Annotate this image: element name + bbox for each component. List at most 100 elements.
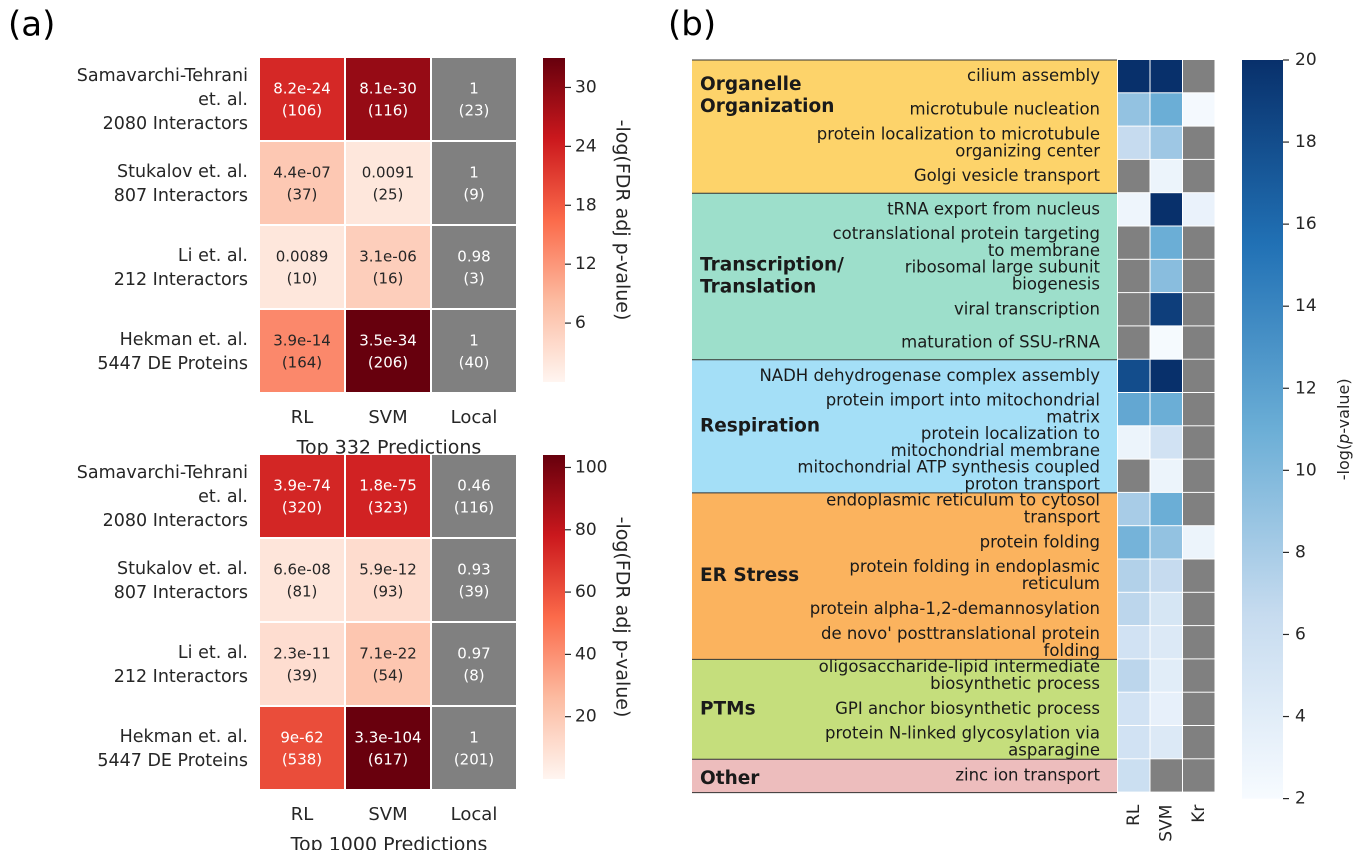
heatmap-cell-b-2-0-2: [1183, 359, 1215, 392]
row-label-0-3-0: Hekman et. al.: [120, 330, 248, 350]
term-label-3-0-0: endoplasmic reticulum to cytosol: [826, 491, 1100, 510]
heatmap-cell-b-0-3-0: [1118, 159, 1150, 193]
cell-pvalue-1-1-1: 5.9e-12: [359, 561, 417, 579]
group-name-3-0: ER Stress: [700, 565, 799, 586]
cell-count-1-1-2: (39): [459, 583, 490, 601]
heatmap-cell-1-1-2: [432, 539, 516, 621]
heatmap-cell-b-3-2-1: [1150, 559, 1182, 592]
heatmap-cell-b-1-1-2: [1183, 226, 1215, 259]
heatmap-cell-b-4-2-2: [1183, 726, 1215, 759]
term-label-1-1-1: to membrane: [988, 241, 1100, 260]
heatmap-cell-b-1-0-2: [1183, 193, 1215, 226]
heatmap-cell-0-1-0: [260, 142, 344, 224]
cell-pvalue-0-3-1: 3.5e-34: [359, 332, 417, 350]
heatmap-cell-b-0-1-0: [1118, 93, 1150, 126]
heatmap-cell-0-3-2: [432, 310, 516, 392]
term-label-3-1-0: protein folding: [980, 532, 1100, 551]
colorbar-tick-label-0-4: 30: [575, 77, 597, 97]
term-label-1-0-0: tRNA export from nucleus: [887, 199, 1100, 218]
term-label-5-0-0: zinc ion transport: [955, 765, 1100, 784]
group-name-2-0: Respiration: [700, 415, 820, 436]
group-name-1-0: Transcription/: [700, 254, 844, 275]
term-label-2-1-0: protein import into mitochondrial: [826, 391, 1100, 410]
heatmap-cell-b-4-0-2: [1183, 659, 1215, 692]
cell-count-0-0-1: (116): [368, 102, 408, 120]
heatmap-cell-b-3-4-1: [1150, 626, 1182, 659]
column-label-1-2: Local: [451, 804, 498, 825]
row-label-0-0-0: Samavarchi-Tehrani: [77, 66, 248, 86]
heatmap-cell-1-3-0: [260, 707, 344, 789]
column-label-b-1: SVM: [1157, 805, 1177, 842]
row-label-1-0-0: Samavarchi-Tehrani: [77, 463, 248, 483]
panel-label-b: (b): [668, 5, 716, 45]
heatmap-cell-b-1-4-2: [1183, 326, 1215, 359]
group-box-1: [692, 193, 1117, 360]
colorbar-tick-label-b-4: 10: [1295, 460, 1317, 480]
heatmap-cell-b-2-3-1: [1150, 459, 1182, 492]
cell-pvalue-1-0-0: 3.9e-74: [273, 477, 331, 495]
heatmap-cell-1-3-2: [432, 707, 516, 789]
heatmap-cell-b-3-0-1: [1150, 492, 1182, 526]
heatmap-cell-0-3-0: [260, 310, 344, 392]
colorbar-tick-label-0-1: 12: [575, 254, 597, 274]
row-label-1-1-1: 807 Interactors: [114, 583, 248, 603]
heatmap-cell-0-0-2: [432, 58, 516, 140]
heatmap-cell-0-0-1: [346, 58, 430, 140]
heatmap-cell-b-0-0-0: [1118, 60, 1150, 93]
heatmap-cell-b-2-2-0: [1118, 426, 1150, 459]
heatmap-cell-b-1-2-2: [1183, 259, 1215, 293]
heatmap-title-1: Top 1000 Predictions: [290, 834, 488, 850]
term-label-4-2-0: protein N-linked glycosylation via: [825, 724, 1100, 743]
heatmap-cell-b-2-1-2: [1183, 393, 1215, 426]
heatmap-cell-b-2-3-0: [1118, 459, 1150, 492]
group-name-1-1: Translation: [700, 276, 816, 297]
term-label-4-1-0: GPI anchor biosynthetic process: [835, 699, 1100, 718]
heatmap-cell-b-3-3-0: [1118, 592, 1150, 626]
cell-count-1-1-1: (93): [373, 583, 404, 601]
heatmap-cell-b-0-0-1: [1150, 60, 1182, 93]
heatmap-cell-b-0-3-1: [1150, 159, 1182, 193]
cell-pvalue-1-0-1: 1.8e-75: [359, 477, 417, 495]
cell-count-1-3-2: (201): [454, 751, 494, 769]
row-label-0-0-1: et. al.: [198, 90, 248, 110]
colorbar-tick-label-0-0: 6: [575, 313, 586, 333]
heatmap-cell-b-1-1-1: [1150, 226, 1182, 259]
heatmap-cell-b-0-2-2: [1183, 126, 1215, 159]
group-box-2: [692, 359, 1117, 493]
cell-pvalue-1-1-0: 6.6e-08: [273, 561, 331, 579]
heatmap-cell-b-3-3-2: [1183, 592, 1215, 626]
panel-label-a: (a): [8, 5, 55, 45]
cell-count-0-2-2: (3): [463, 270, 484, 288]
heatmap-cell-1-0-0: [260, 455, 344, 537]
colorbar-tick-label-b-9: 20: [1295, 50, 1317, 70]
heatmap-cell-b-2-0-1: [1150, 359, 1182, 392]
cell-pvalue-0-0-2: 1: [469, 80, 479, 98]
term-label-3-4-1: folding: [1044, 641, 1100, 660]
colorbar-tick-label-b-2: 6: [1295, 624, 1306, 644]
heatmap-cell-b-1-2-0: [1118, 259, 1150, 293]
heatmap-cell-0-2-1: [346, 226, 430, 308]
heatmap-cell-b-4-0-1: [1150, 659, 1182, 692]
term-label-0-1-0: microtubule nucleation: [909, 99, 1100, 118]
heatmap-cell-b-2-2-2: [1183, 426, 1215, 459]
cell-count-0-0-2: (23): [459, 102, 490, 120]
column-label-0-1: SVM: [368, 407, 407, 428]
colorbar-b: [1242, 60, 1283, 799]
heatmap-cell-b-3-4-2: [1183, 626, 1215, 659]
group-box-0: [692, 60, 1117, 194]
heatmap-cell-b-1-3-2: [1183, 293, 1215, 326]
group-name-4-0: PTMs: [700, 698, 756, 719]
heatmap-cell-b-0-2-0: [1118, 126, 1150, 159]
heatmap-cell-b-3-3-1: [1150, 592, 1182, 626]
colorbar-tick-label-b-1: 4: [1295, 707, 1306, 727]
term-label-0-3-0: Golgi vesicle transport: [914, 166, 1101, 185]
cell-pvalue-0-2-2: 0.98: [457, 248, 490, 266]
row-label-1-0-1: et. al.: [198, 487, 248, 507]
heatmap-cell-b-4-1-1: [1150, 692, 1182, 725]
cell-count-0-3-1: (206): [368, 354, 408, 372]
heatmap-cell-1-1-0: [260, 539, 344, 621]
cell-pvalue-1-3-2: 1: [469, 729, 479, 747]
heatmap-cell-b-1-0-0: [1118, 193, 1150, 226]
cell-pvalue-0-1-0: 4.4e-07: [273, 164, 331, 182]
heatmap-cell-b-2-1-1: [1150, 393, 1182, 426]
